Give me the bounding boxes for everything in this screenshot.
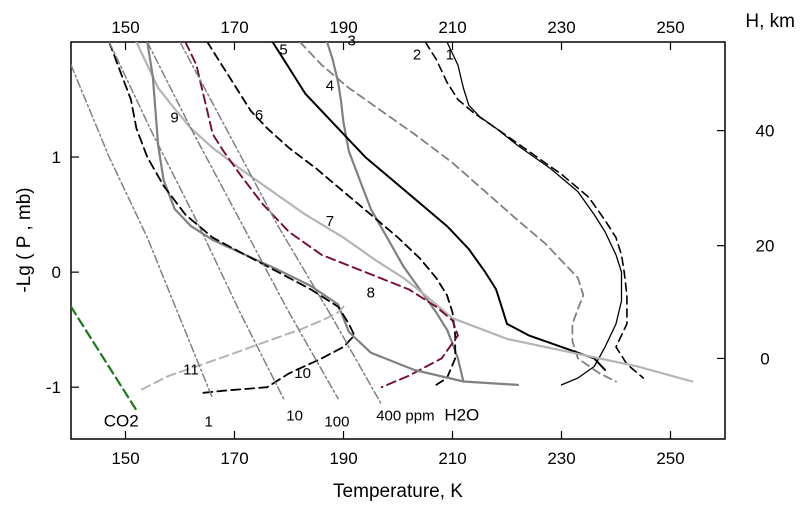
top-tick-label: 250 bbox=[656, 18, 684, 37]
top-tick-label: 210 bbox=[438, 18, 466, 37]
series bbox=[71, 42, 694, 412]
annotation-label: 100 bbox=[324, 413, 349, 430]
curve-label: 2 bbox=[413, 46, 421, 63]
curve-labels: 1 2 3 4 5 6 7 8 9 10 11 CO2 1 10 100 400 ppm H2O bbox=[104, 32, 480, 430]
top-tick-label: 150 bbox=[111, 18, 139, 37]
x-tick-label: 150 bbox=[111, 449, 139, 468]
annotation-label: 1 bbox=[205, 413, 213, 430]
annotation-label: H2O bbox=[444, 406, 479, 425]
series-line-co2 bbox=[71, 305, 138, 412]
top-tick-label: 230 bbox=[547, 18, 575, 37]
series-line-1 bbox=[446, 42, 623, 386]
series-line-4 bbox=[298, 42, 617, 383]
x-tick-label: 250 bbox=[656, 449, 684, 468]
series-line-h2o-10 bbox=[108, 42, 285, 400]
plot-frame bbox=[70, 41, 726, 440]
series-line-11 bbox=[140, 305, 345, 391]
series-line-7 bbox=[135, 42, 694, 383]
y-tick-label: 0 bbox=[52, 263, 61, 282]
annotation-label: CO2 bbox=[104, 411, 139, 430]
series-line-3 bbox=[326, 42, 465, 383]
curve-label: 4 bbox=[326, 77, 334, 94]
curve-label: 6 bbox=[255, 107, 263, 124]
annotation-label: 400 ppm bbox=[376, 408, 434, 425]
series-line-h2o-1 bbox=[71, 64, 214, 400]
annotation-label: 10 bbox=[286, 408, 303, 425]
y-tick-label: 1 bbox=[52, 148, 61, 167]
series-line-10 bbox=[108, 42, 356, 394]
curve-label: 7 bbox=[326, 213, 334, 230]
curve-label: 3 bbox=[348, 32, 356, 49]
right-tick-label: 0 bbox=[760, 349, 769, 368]
series-line-5 bbox=[271, 42, 607, 371]
curve-label: 9 bbox=[170, 110, 178, 127]
curve-label: 11 bbox=[183, 362, 199, 379]
curve-label: 8 bbox=[367, 284, 375, 301]
right-axis-label: H, km bbox=[745, 11, 795, 32]
series-line-2 bbox=[424, 42, 645, 379]
x-tick-label: 210 bbox=[438, 449, 466, 468]
right-tick-label: 20 bbox=[756, 237, 775, 256]
x-tick-label: 230 bbox=[547, 449, 575, 468]
series-line-8 bbox=[184, 42, 459, 389]
top-tick-label: 190 bbox=[329, 18, 357, 37]
top-tick-label: 170 bbox=[220, 18, 248, 37]
curve-label: 5 bbox=[279, 42, 287, 59]
y-axis-label: -Lg ( P , mb) bbox=[14, 187, 35, 292]
series-line-h2o-100 bbox=[146, 42, 339, 400]
x-tick-label: 170 bbox=[220, 449, 248, 468]
series-line-6 bbox=[206, 42, 457, 386]
right-tick-label: 40 bbox=[756, 122, 775, 141]
curve-label: 10 bbox=[294, 365, 311, 382]
y-tick-label: -1 bbox=[46, 378, 61, 397]
curve-label: 1 bbox=[446, 46, 454, 63]
x-axis-label: Temperature, K bbox=[333, 481, 463, 502]
series-line-h2o-400 bbox=[179, 42, 383, 406]
x-tick-label: 190 bbox=[329, 449, 357, 468]
